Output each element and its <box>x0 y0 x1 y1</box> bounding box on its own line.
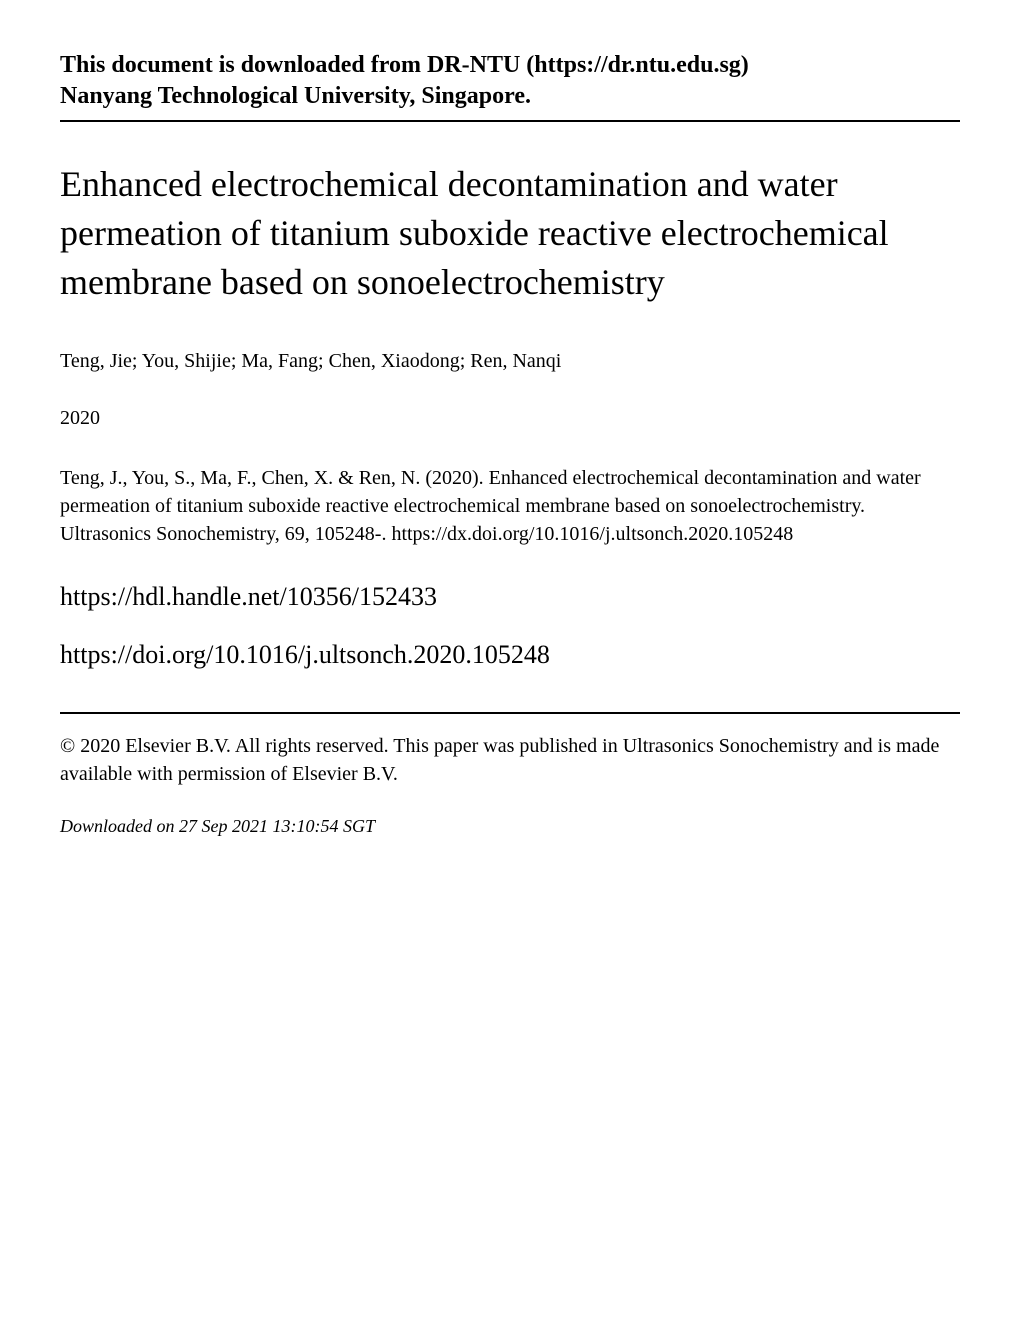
copyright-notice: © 2020 Elsevier B.V. All rights reserved… <box>60 732 960 788</box>
header-source-line: This document is downloaded from DR-NTU … <box>60 50 960 81</box>
download-timestamp: Downloaded on 27 Sep 2021 13:10:54 SGT <box>60 816 960 837</box>
header-divider <box>60 120 960 122</box>
publication-year: 2020 <box>60 407 960 430</box>
paper-title: Enhanced electrochemical decontamination… <box>60 160 960 306</box>
repository-header: This document is downloaded from DR-NTU … <box>60 50 960 112</box>
handle-url[interactable]: https://hdl.handle.net/10356/152433 <box>60 582 960 612</box>
paper-authors: Teng, Jie; You, Shijie; Ma, Fang; Chen, … <box>60 350 960 373</box>
full-citation: Teng, J., You, S., Ma, F., Chen, X. & Re… <box>60 464 960 548</box>
doi-url[interactable]: https://doi.org/10.1016/j.ultsonch.2020.… <box>60 640 960 670</box>
header-institution-line: Nanyang Technological University, Singap… <box>60 81 960 112</box>
bottom-divider <box>60 712 960 714</box>
